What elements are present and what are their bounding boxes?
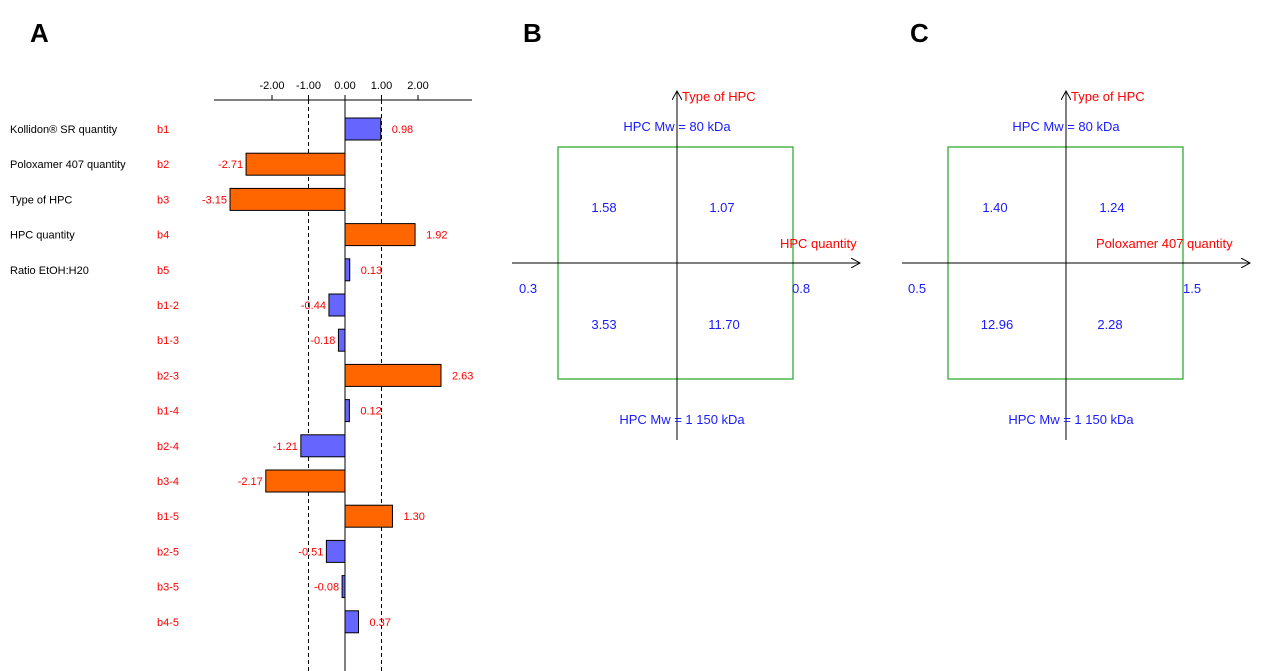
x-min-label: 0.5 bbox=[908, 281, 926, 296]
coefficient-value-label: -0.51 bbox=[298, 546, 323, 558]
factor-label: Kollidon® SR quantity bbox=[10, 124, 118, 136]
horizontal-axis-label: Poloxamer 407 quantity bbox=[1096, 236, 1233, 251]
coefficient-bar bbox=[337, 328, 346, 352]
x-min-label: 0.3 bbox=[519, 281, 537, 296]
cell-top-left: 1.40 bbox=[982, 200, 1007, 215]
coefficient-label: b1 bbox=[157, 124, 169, 136]
panel-letter-c: C bbox=[910, 18, 929, 48]
coefficient-value-label: -2.17 bbox=[238, 476, 263, 488]
top-level-label: HPC Mw = 80 kDa bbox=[1012, 119, 1120, 134]
x-tick-label: -2.00 bbox=[259, 80, 284, 92]
coefficient-bar bbox=[300, 434, 346, 458]
coefficient-label: b1-3 bbox=[157, 335, 179, 347]
x-tick-label: -1.00 bbox=[296, 80, 321, 92]
vertical-axis-label: Type of HPC bbox=[1071, 89, 1145, 104]
cell-top-left: 1.58 bbox=[591, 200, 616, 215]
coefficient-bar bbox=[344, 504, 393, 528]
coefficient-label: b5 bbox=[157, 265, 169, 277]
x-axis-ticks: -2.00 -1.00 0.00 1.00 2.00 bbox=[259, 80, 429, 100]
factor-label: Ratio EtOH:H20 bbox=[10, 265, 89, 277]
cell-bottom-left: 12.96 bbox=[981, 317, 1014, 332]
coefficient-bar-chart: -2.00 -1.00 0.00 1.00 2.00 Kollidon® SR quan… bbox=[10, 80, 473, 671]
coefficient-value-label: 0.13 bbox=[361, 265, 382, 277]
x-tick-label: 0.00 bbox=[334, 80, 355, 92]
coefficient-label: b3-5 bbox=[157, 582, 179, 594]
factor-label: HPC quantity bbox=[10, 230, 75, 242]
coefficient-value-label: -1.21 bbox=[273, 441, 298, 453]
factor-label: Type of HPC bbox=[10, 194, 72, 206]
coefficient-label: b3 bbox=[157, 194, 169, 206]
coefficient-value-label: -2.71 bbox=[218, 159, 243, 171]
coefficient-value-label: -0.18 bbox=[310, 335, 335, 347]
coefficient-value-label: -0.08 bbox=[314, 582, 339, 594]
coefficient-label: b1-2 bbox=[157, 300, 179, 312]
coefficient-bar bbox=[344, 117, 382, 141]
panel-letter-a: A bbox=[30, 18, 49, 48]
x-max-label: 0.8 bbox=[792, 281, 810, 296]
coefficient-bar bbox=[341, 575, 346, 599]
cell-bottom-right: 11.70 bbox=[708, 317, 740, 332]
horizontal-axis-label: HPC quantity bbox=[780, 236, 857, 251]
coefficient-bar bbox=[328, 293, 346, 317]
interaction-square-b: Type of HPC HPC Mw = 80 kDa HPC Mw = 1 1… bbox=[512, 89, 860, 440]
panel-letter-b: B bbox=[523, 18, 542, 48]
coefficient-value-label: 2.63 bbox=[452, 370, 473, 382]
coefficient-label: b2-5 bbox=[157, 546, 179, 558]
cell-top-right: 1.24 bbox=[1099, 200, 1124, 215]
coefficient-label: b1-5 bbox=[157, 511, 179, 523]
bottom-level-label: HPC Mw = 1 150 kDa bbox=[619, 412, 745, 427]
coefficient-bar bbox=[344, 399, 350, 423]
coefficient-label: b2-4 bbox=[157, 441, 179, 453]
coefficient-bar bbox=[229, 187, 346, 211]
coefficient-label: b3-4 bbox=[157, 476, 179, 488]
coefficient-bar bbox=[344, 363, 442, 387]
coefficient-value-label: -0.44 bbox=[301, 300, 326, 312]
cell-top-right: 1.07 bbox=[709, 200, 734, 215]
coefficient-label: b1-4 bbox=[157, 406, 179, 418]
coefficient-bar bbox=[344, 258, 351, 282]
cell-bottom-left: 3.53 bbox=[591, 317, 616, 332]
x-tick-label: 1.00 bbox=[371, 80, 392, 92]
coefficient-label: b4-5 bbox=[157, 617, 179, 629]
coefficient-bar bbox=[265, 469, 346, 493]
coefficient-value-label: 0.98 bbox=[392, 124, 413, 136]
coefficient-value-label: 1.30 bbox=[403, 511, 424, 523]
factor-label: Poloxamer 407 quantity bbox=[10, 159, 126, 171]
coefficient-bar bbox=[325, 539, 346, 563]
coefficient-bar bbox=[245, 152, 346, 176]
bottom-level-label: HPC Mw = 1 150 kDa bbox=[1008, 412, 1134, 427]
coefficient-label: b2-3 bbox=[157, 370, 179, 382]
coefficient-label: b4 bbox=[157, 230, 169, 242]
coefficient-label: b2 bbox=[157, 159, 169, 171]
cell-bottom-right: 2.28 bbox=[1097, 317, 1122, 332]
x-tick-label: 2.00 bbox=[407, 80, 428, 92]
vertical-axis-label: Type of HPC bbox=[682, 89, 756, 104]
coefficient-value-label: 0.12 bbox=[360, 406, 381, 418]
coefficient-value-label: -3.15 bbox=[202, 194, 227, 206]
coefficient-bar bbox=[344, 610, 360, 634]
coefficient-rows: Kollidon® SR quantity b1 0.98 Poloxamer 407… bbox=[10, 117, 473, 634]
interaction-square-c: Type of HPC HPC Mw = 80 kDa HPC Mw = 1 1… bbox=[902, 89, 1250, 440]
coefficient-value-label: 0.37 bbox=[370, 617, 391, 629]
x-max-label: 1.5 bbox=[1183, 281, 1201, 296]
coefficient-value-label: 1.92 bbox=[426, 230, 447, 242]
coefficient-bar bbox=[344, 223, 416, 247]
top-level-label: HPC Mw = 80 kDa bbox=[623, 119, 731, 134]
